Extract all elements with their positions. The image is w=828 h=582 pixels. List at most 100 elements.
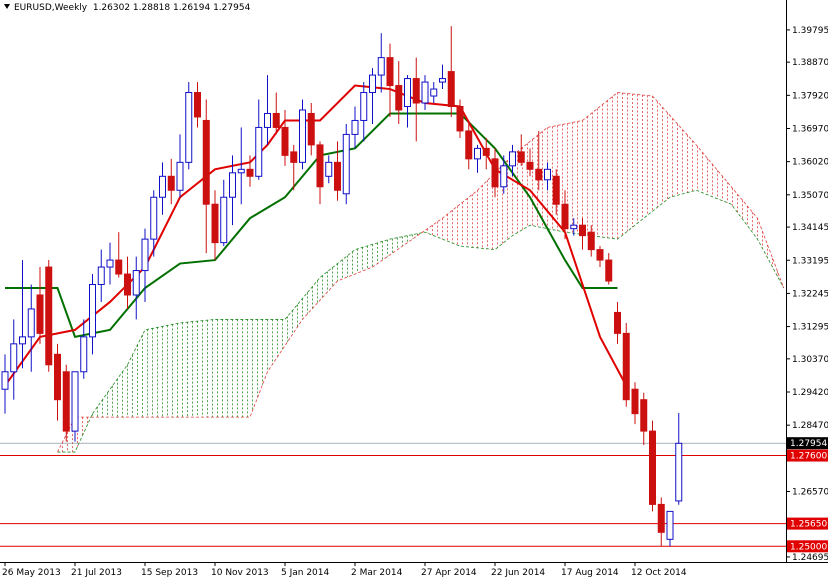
y-tick-label: 1.24695: [792, 553, 828, 563]
candle-body: [159, 175, 166, 198]
candle-body: [334, 161, 341, 191]
candle-body: [202, 119, 210, 205]
candle-body: [27, 308, 35, 338]
candle-body: [552, 175, 560, 205]
candle-body: [299, 109, 306, 163]
candle-body: [1, 371, 9, 390]
candle-body: [36, 294, 44, 334]
candle-body: [395, 85, 403, 111]
candle-body: [544, 168, 551, 181]
x-tick-label: 12 Oct 2014: [631, 568, 687, 578]
candle-body: [89, 284, 96, 338]
candle-body: [430, 88, 438, 97]
candle-body: [386, 57, 394, 87]
candle-body: [456, 105, 464, 132]
y-tick-label: 1.34145: [792, 223, 828, 233]
candle-body: [657, 503, 665, 533]
chart-header: EURUSD,Weekly 1.26302 1.28818 1.26194 1.…: [4, 3, 250, 13]
candle-body: [404, 78, 411, 107]
candle-body: [255, 126, 263, 177]
candle-body: [579, 224, 586, 237]
y-tick-label: 1.26570: [792, 487, 828, 497]
candle-body: [290, 151, 298, 163]
current-price-tag-bg: [787, 437, 828, 450]
dropdown-triangle-icon[interactable]: [4, 4, 10, 9]
x-tick-label: 21 Jul 2013: [71, 568, 122, 578]
candle-body: [517, 151, 525, 163]
candle-body: [500, 165, 508, 188]
candle-body: [447, 71, 455, 107]
candle-body: [605, 259, 613, 282]
candle-body: [465, 130, 473, 160]
current-price-tag: 1.27954: [790, 439, 827, 449]
candle-body: [482, 147, 490, 156]
candle-body: [666, 510, 674, 540]
candle-body: [80, 336, 88, 373]
candle-body: [474, 147, 481, 160]
x-tick-label: 10 Nov 2013: [211, 568, 269, 578]
candle-body: [10, 343, 18, 373]
candle-body: [351, 119, 359, 135]
y-tick-label: 1.31295: [792, 323, 828, 333]
candle-body: [167, 175, 175, 191]
senkou-span-a: [57, 189, 785, 453]
candle-body: [587, 231, 595, 251]
line-price-tag: 1.27600: [790, 452, 827, 462]
line-price-tag-bg: [787, 517, 828, 530]
line-price-tag: 1.25650: [790, 520, 827, 530]
y-tick-label: 1.35070: [792, 191, 828, 201]
candle-body: [211, 203, 219, 244]
candle-body: [237, 168, 245, 174]
candle-body: [220, 196, 228, 244]
candle-body: [115, 259, 123, 275]
x-tick-label: 22 Jun 2014: [491, 568, 545, 578]
y-tick-label: 1.33195: [792, 256, 828, 266]
candle-body: [246, 168, 254, 177]
candle-body: [570, 224, 578, 230]
y-tick-label: 1.39795: [792, 26, 828, 36]
y-tick-label: 1.36970: [792, 124, 828, 134]
x-tick-label: 2 Mar 2014: [351, 568, 403, 578]
candle-body: [307, 112, 315, 146]
line-price-tag-bg: [787, 540, 828, 553]
candle-body: [62, 371, 70, 432]
y-tick-label: 1.29420: [792, 388, 828, 398]
ichimoku-cloud: [62, 92, 783, 453]
candle-body: [631, 388, 639, 415]
candle-body: [622, 332, 630, 401]
tenkan-sen-line: [4, 84, 628, 387]
candle-body: [342, 133, 350, 195]
candle-body: [124, 273, 131, 296]
candle-body: [97, 266, 105, 286]
candle-body: [185, 92, 193, 163]
line-price-tag: 1.25000: [790, 542, 827, 552]
candle-body: [509, 151, 516, 167]
y-tick-label: 1.37920: [792, 91, 828, 101]
candle-body: [377, 57, 385, 76]
candle-body: [439, 78, 446, 83]
candle-body: [369, 74, 376, 94]
y-tick-label: 1.30370: [792, 355, 828, 365]
candle-body: [421, 81, 429, 104]
senkou-span-b: [57, 92, 785, 453]
candle-body: [272, 112, 280, 128]
y-tick-label: 1.32245: [792, 289, 828, 299]
candle-body: [264, 112, 271, 128]
y-tick-label: 1.36020: [792, 158, 828, 168]
candle-body: [325, 161, 333, 177]
candle-body: [106, 259, 114, 268]
candle-body: [316, 144, 324, 188]
candle-body: [640, 399, 648, 432]
x-tick-label: 17 Aug 2014: [561, 568, 619, 578]
candle-body: [649, 430, 656, 505]
candle-body: [412, 78, 420, 104]
candle-body: [281, 126, 289, 156]
candle-body: [229, 172, 236, 198]
candle-body: [526, 161, 534, 170]
candle-body: [45, 266, 53, 366]
candle-body: [535, 168, 543, 181]
x-tick-label: 5 Jan 2014: [281, 568, 329, 578]
y-tick-label: 1.38870: [792, 58, 828, 68]
